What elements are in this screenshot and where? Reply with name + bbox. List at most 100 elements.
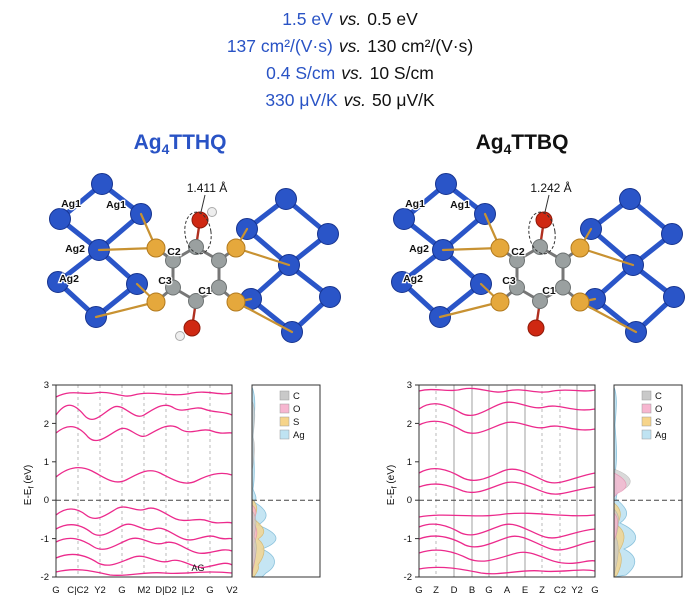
ttbq-conductivity-value: 10 S/cm [369, 63, 434, 83]
legend-swatch-c [279, 390, 290, 401]
x-tick-label: M2 [137, 585, 150, 596]
legend-swatch-o [279, 403, 290, 414]
x-tick-label: G [485, 585, 492, 596]
x-tick-label: G [415, 585, 422, 596]
band-lines [418, 387, 596, 575]
tthq-bandgap-value: 1.5 eV [282, 9, 333, 29]
vs-label: vs. [338, 9, 362, 29]
y-axis-label: E-Ef (eV) [386, 465, 399, 505]
x-tick-label: E [522, 585, 528, 596]
vertical-gridlines [435, 385, 578, 577]
legend-label-ag: Ag [655, 430, 667, 441]
x-tick-label: D [451, 585, 458, 596]
bond-highlight-ellipse [184, 211, 212, 255]
y-tick-label: -1 [404, 534, 412, 545]
comparison-row-conductivity: 0.4 S/cm vs. 10 S/cm [0, 60, 700, 87]
x-tick-label: V2 [226, 585, 238, 596]
legend-label-o: O [293, 404, 300, 415]
x-tick-label: Y2 [571, 585, 583, 596]
y-tick-label: 2 [407, 419, 412, 430]
ag1-label: Ag1 [405, 198, 425, 210]
ag2-label: Ag2 [59, 273, 79, 285]
y-tick-label: 1 [407, 457, 412, 468]
compound-suffix: TTBQ [511, 131, 569, 154]
plot-frame [55, 384, 233, 578]
x-tick-label: G [118, 585, 125, 596]
ag1-label: Ag1 [61, 198, 81, 210]
bond-length-pointer [200, 194, 206, 213]
x-tick-label: |L2 [181, 585, 194, 596]
y-tick-label: 0 [44, 495, 49, 506]
y-tick-label: 0 [407, 495, 412, 506]
x-tick-label: G [206, 585, 213, 596]
vs-label: vs. [341, 63, 364, 83]
band-structure-chart-tthq: E-Ef (eV) 3 2 1 0 -1 [23, 381, 238, 596]
x-tick-label: D|D2 [155, 585, 176, 596]
compound-prefix: Ag [133, 131, 162, 154]
x-tick-label: A [504, 585, 511, 596]
dos-panel-tthq: C O S Ag [251, 384, 321, 578]
plot-frame [418, 384, 596, 578]
tthq-seebeck-value: 330 μV/K [265, 90, 338, 110]
legend-label-s: S [655, 417, 661, 428]
ag2-label: Ag2 [65, 243, 85, 255]
ring-atoms [490, 211, 590, 337]
dos-legend: C O S Ag [279, 390, 305, 441]
ttbq-seebeck-value: 50 μV/K [372, 90, 435, 110]
c2-label: C2 [167, 246, 181, 258]
inplot-annotation: AG [191, 563, 204, 573]
legend-label-c: C [293, 391, 300, 402]
x-tick-label: Y2 [94, 585, 106, 596]
c3-label: C3 [502, 275, 516, 287]
legend-swatch-s [641, 416, 652, 427]
x-tick-labels: G C|C2 Y2 G M2 D|D2 |L2 G V2 [52, 585, 238, 596]
legend-label-c: C [655, 391, 662, 402]
y-ticks: 3 2 1 0 -1 -2 [41, 381, 56, 583]
ag-cluster-right-wing [580, 188, 685, 343]
comparison-header: 1.5 eV vs. 0.5 eV 137 cm²/(V·s) vs. 130 cm²/… [0, 6, 700, 114]
y-axis-label: E-Ef (eV) [23, 465, 36, 505]
legend-swatch-o [641, 403, 652, 414]
carbon-ring-bonds [498, 218, 582, 330]
x-tick-label: C|C2 [67, 585, 88, 596]
band-structure-chart-ttbq: E-Ef (eV) 3 2 1 [386, 381, 599, 596]
dos-curves [251, 386, 277, 578]
y-tick-label: 1 [44, 457, 49, 468]
band-lines [55, 391, 233, 577]
legend-swatch-s [279, 416, 290, 427]
ag2-label: Ag2 [403, 273, 423, 285]
tthq-conductivity-value: 0.4 S/cm [266, 63, 336, 83]
x-tick-label: Z [539, 585, 545, 596]
dos-panel-ttbq: C O S Ag [613, 384, 683, 578]
ring-atoms [146, 207, 246, 341]
c1-label: C1 [542, 285, 556, 297]
compound-label-ag4tthq: Ag4TTHQ [80, 131, 280, 157]
c1-label: C1 [198, 285, 212, 297]
compound-prefix: Ag [475, 131, 504, 154]
y-tick-label: 3 [44, 381, 49, 391]
ag-cluster-left-wing [47, 173, 152, 328]
ttbq-bandgap-value: 0.5 eV [367, 9, 418, 29]
x-tick-label: Z [433, 585, 439, 596]
x-tick-label: B [469, 585, 475, 596]
atom-labels: Ag1 Ag1 Ag2 Ag2 C2 C3 C1 [402, 197, 557, 299]
dos-curves [613, 386, 636, 578]
hydrogen-atom [207, 207, 217, 217]
molecule-ag4tthq: 1.411 Å Ag1 Ag1 Ag2 Ag2 C2 C3 C1 [47, 173, 341, 343]
bond-length-pointer [544, 194, 550, 213]
y-ticks: 3 2 1 0 -1 -2 [404, 381, 419, 583]
legend-label-o: O [655, 404, 662, 415]
molecule-ag4ttbq: 1.242 Å Ag1 Ag1 Ag2 Ag2 C2 C3 C1 [391, 173, 685, 343]
legend-swatch-ag [279, 429, 290, 440]
ag1-label: Ag1 [106, 199, 126, 211]
bond-length-label: 1.411 Å [187, 180, 227, 195]
legend-swatch-c [641, 390, 652, 401]
tthq-mobility-value: 137 cm²/(V·s) [226, 36, 333, 56]
dos-legend: C O S Ag [641, 390, 667, 441]
ag1-label: Ag1 [450, 199, 470, 211]
x-tick-label: G [591, 585, 598, 596]
compound-subscript: 4 [503, 141, 512, 158]
ag2-label: Ag2 [409, 243, 429, 255]
y-tick-label: -1 [41, 534, 49, 545]
